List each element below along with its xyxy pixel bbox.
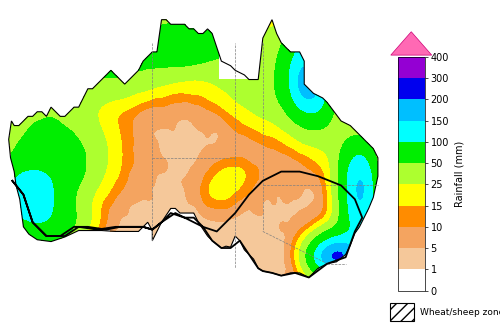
Text: Wheat/sheep zone: Wheat/sheep zone <box>420 308 500 317</box>
Y-axis label: Rainfall (mm): Rainfall (mm) <box>454 141 464 207</box>
Polygon shape <box>391 32 432 55</box>
Bar <box>390 303 414 321</box>
